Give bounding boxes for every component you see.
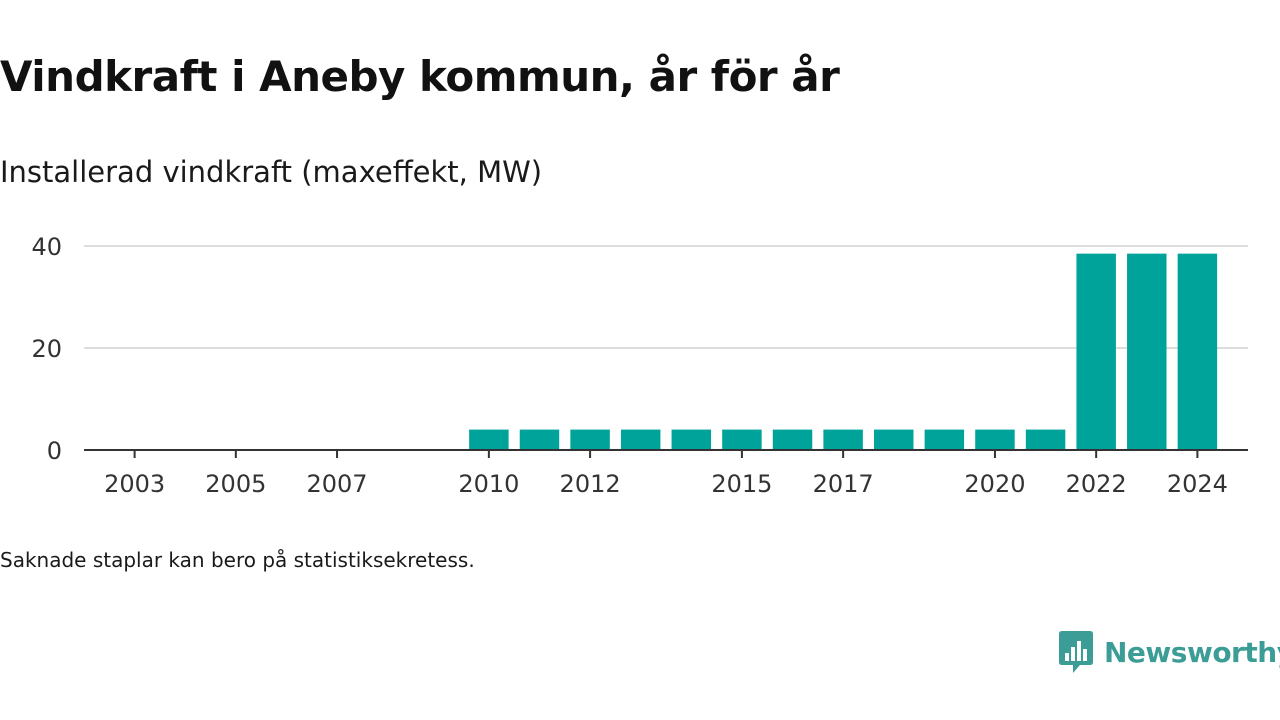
x-tick-label: 2024 [1167,470,1228,498]
x-tick-label: 2017 [813,470,874,498]
bar-2019 [924,429,965,450]
y-tick-label: 0 [47,437,62,465]
x-tick-label: 2005 [205,470,266,498]
bar-2013 [620,429,661,450]
bar-2020 [975,429,1015,450]
bar-2014 [671,429,712,450]
y-tick-labels: 0 20 40 [31,233,62,465]
bars [469,253,1218,450]
bar-2015 [722,429,762,450]
x-axis [84,449,1248,458]
y-tick-label: 40 [31,233,62,261]
x-tick-label: 2022 [1066,470,1127,498]
bar-2018 [874,429,914,450]
x-tick-label: 2007 [307,470,368,498]
x-tick-label: 2020 [964,470,1025,498]
bar-2017 [823,429,863,450]
bar-2021 [1025,429,1066,450]
bar-2010 [469,429,509,450]
x-tick-labels: 2003 2005 2007 2010 2012 2015 2017 2020 2022 2024 [104,470,1228,498]
bar-2023 [1127,253,1167,450]
bar-2011 [519,429,560,450]
grid-lines [84,245,1248,349]
bar-2016 [772,429,813,450]
newsworthy-logo[interactable]: Newsworthy [1058,628,1280,676]
newsworthy-bar-chart-icon [1059,631,1093,673]
x-tick-label: 2012 [560,470,621,498]
y-tick-label: 20 [31,335,62,363]
x-tick-label: 2010 [458,470,519,498]
bar-2022 [1076,253,1116,450]
brand-name: Newsworthy [1104,635,1280,669]
bar-2012 [570,429,610,450]
footnote: Saknade staplar kan bero på statistiksek… [0,548,475,572]
bar-2024 [1177,253,1218,450]
x-tick-label: 2015 [711,470,772,498]
chart-title: Vindkraft i Aneby kommun, år för år [0,52,840,101]
chart-subtitle: Installerad vindkraft (maxeffekt, MW) [0,155,543,189]
x-tick-label: 2003 [104,470,165,498]
